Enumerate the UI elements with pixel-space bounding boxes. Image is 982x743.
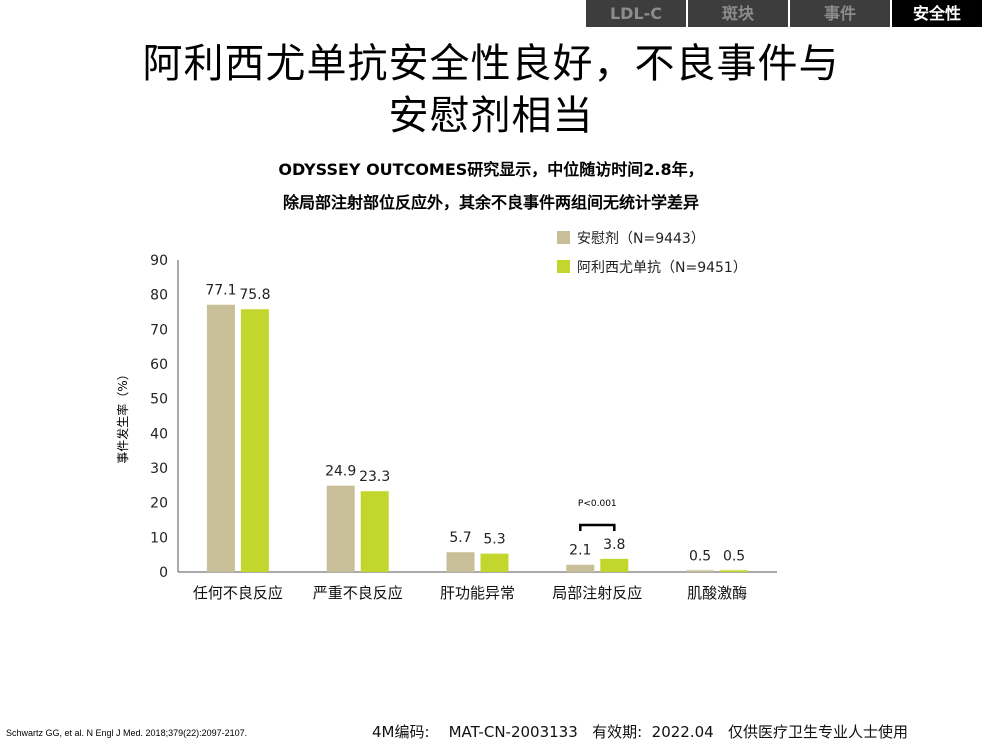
legend-label: 安慰剂（N=9443） bbox=[577, 230, 705, 247]
y-tick-label: 80 bbox=[150, 288, 168, 304]
bar-placebo bbox=[566, 564, 595, 572]
y-tick-label: 90 bbox=[150, 253, 168, 269]
bar-alirocumab bbox=[600, 558, 629, 572]
data-label: 5.3 bbox=[483, 532, 505, 548]
y-tick-label: 50 bbox=[150, 392, 168, 408]
tab-events[interactable]: 事件 bbox=[790, 0, 890, 27]
x-tick-label: 任何不良反应 bbox=[193, 584, 283, 602]
y-tick-label: 10 bbox=[150, 530, 168, 546]
subtitle-line1: ODYSSEY OUTCOMES研究显示，中位随访时间2.8年， bbox=[278, 160, 704, 179]
y-tick-label: 70 bbox=[150, 322, 168, 338]
data-label: 24.9 bbox=[325, 464, 356, 480]
y-tick-label: 30 bbox=[150, 461, 168, 477]
bar-alirocumab bbox=[360, 491, 389, 572]
bar-placebo bbox=[206, 304, 235, 572]
bar-placebo bbox=[326, 485, 355, 572]
data-label: 2.1 bbox=[569, 543, 591, 559]
data-label: 75.8 bbox=[239, 287, 270, 303]
data-label: 23.3 bbox=[359, 469, 390, 485]
chart-axes: 0 10 20 30 40 50 60 70 80 90 事件发生率（%） 任何不良反应 严重不良反应 肝… bbox=[115, 253, 777, 602]
significance-label: P<0.001 bbox=[578, 499, 617, 509]
data-label: 0.5 bbox=[689, 548, 711, 564]
tab-plaque[interactable]: 斑块 bbox=[688, 0, 788, 27]
bar-alirocumab bbox=[240, 309, 269, 572]
y-tick-label: 40 bbox=[150, 426, 168, 442]
data-label: 0.5 bbox=[723, 548, 745, 564]
chart-legend: 安慰剂（N=9443） 阿利西尤单抗（N=9451） bbox=[557, 230, 747, 276]
page-title: 阿利西尤单抗安全性良好，不良事件与 安慰剂相当 bbox=[40, 38, 942, 142]
data-label: 3.8 bbox=[603, 537, 625, 553]
legend-swatch bbox=[557, 260, 570, 273]
y-tick-label: 60 bbox=[150, 357, 168, 373]
x-tick-label: 肌酸激酶 bbox=[687, 584, 747, 602]
x-tick-label: 局部注射反应 bbox=[552, 584, 642, 602]
subtitle-line2: 除局部注射部位反应外，其余不良事件两组间无统计学差异 bbox=[282, 193, 699, 212]
y-axis-label: 事件发生率（%） bbox=[115, 368, 130, 463]
y-tick-label: 20 bbox=[150, 496, 168, 512]
data-label: 77.1 bbox=[205, 283, 236, 299]
page-title-line1: 阿利西尤单抗安全性良好，不良事件与 bbox=[142, 41, 840, 87]
data-label: 5.7 bbox=[449, 530, 471, 546]
tab-bar: LDL-C 斑块 事件 安全性 bbox=[586, 0, 982, 27]
reference-text: Schwartz GG, et al. N Engl J Med. 2018;3… bbox=[6, 728, 248, 738]
y-tick-label: 0 bbox=[159, 565, 168, 581]
bar-alirocumab bbox=[720, 570, 749, 572]
legend-label: 阿利西尤单抗（N=9451） bbox=[577, 260, 747, 276]
significance-bracket bbox=[579, 523, 616, 531]
footer-code: 4M编码: MAT-CN-2003133 有效期: 2022.04 仅供医疗卫生… bbox=[372, 723, 908, 741]
chart-bars: 77.1 75.8 24.9 23.3 5.7 5.3 2.1 3.8 0.5 0.5 P<0.00… bbox=[205, 283, 749, 572]
tab-ldl-c[interactable]: LDL-C bbox=[586, 0, 686, 27]
bar-alirocumab bbox=[480, 553, 509, 572]
page-title-line2: 安慰剂相当 bbox=[388, 93, 594, 139]
x-tick-label: 肝功能异常 bbox=[440, 584, 515, 602]
tab-safety[interactable]: 安全性 bbox=[892, 0, 982, 27]
x-tick-label: 严重不良反应 bbox=[313, 584, 403, 602]
bar-placebo bbox=[686, 570, 715, 572]
bar-placebo bbox=[446, 552, 475, 572]
legend-swatch bbox=[557, 231, 570, 244]
